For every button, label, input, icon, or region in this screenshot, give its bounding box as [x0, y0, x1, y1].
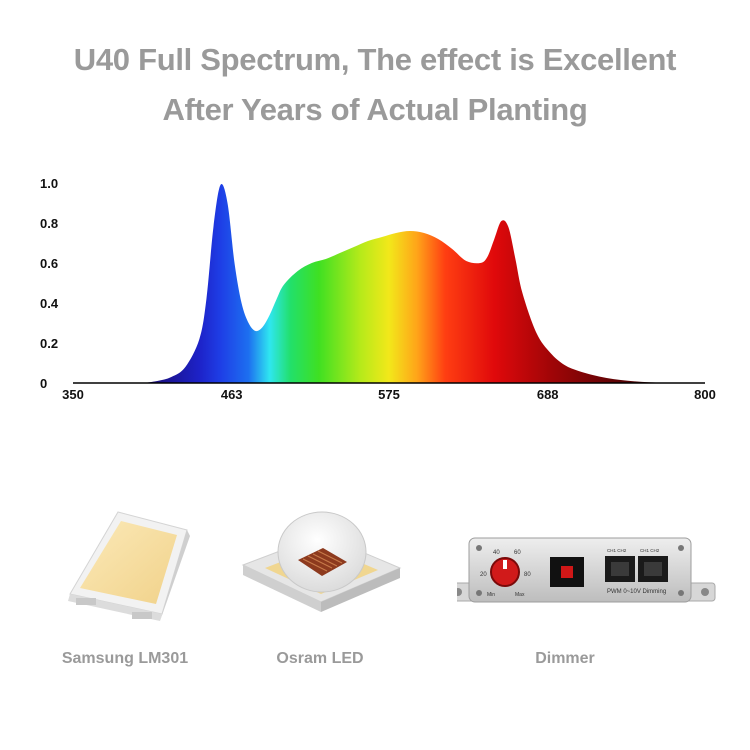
- x-tick-label: 800: [694, 387, 716, 402]
- dial-max-label: Max: [515, 592, 525, 598]
- dial-number-80: 80: [524, 572, 531, 578]
- port-label-2: CH1 CH2: [640, 548, 660, 553]
- x-tick-label: 575: [378, 387, 400, 402]
- dial-number-20: 20: [480, 572, 487, 578]
- y-tick-label: 0.6: [40, 256, 58, 271]
- x-tick-label: 688: [537, 387, 559, 402]
- port-caption: PWM 0~10V Dimming: [607, 589, 666, 595]
- y-tick-label: 0.4: [40, 296, 59, 311]
- y-tick-label: 0.8: [40, 216, 58, 231]
- spectrum-chart: 350 463 575 688 800 0 0.2 0.4 0.6 0.8 1.0: [40, 176, 716, 402]
- product-label-osram: Osram LED: [276, 650, 364, 667]
- headline-line-1: U40 Full Spectrum, The effect is Excelle…: [73, 42, 677, 77]
- led-chip-icon: [68, 511, 190, 621]
- headline-line-2: After Years of Actual Planting: [162, 92, 588, 127]
- y-tick-label: 1.0: [40, 176, 58, 191]
- product-label-samsung: Samsung LM301: [61, 650, 189, 667]
- product-samsung: Samsung LM301: [0, 490, 250, 675]
- dimmer-icon: 20 40 60 80 Min Max CH1 CH2 CH1 CH2 PWM …: [457, 537, 716, 603]
- x-tick-label: 463: [221, 387, 243, 402]
- port-label-1: CH1 CH2: [607, 548, 627, 553]
- product-osram: Osram LED: [195, 490, 445, 675]
- y-tick-label: 0.2: [40, 336, 58, 351]
- dial-number-60: 60: [514, 550, 521, 556]
- spectrum-area: [143, 184, 677, 383]
- y-tick-label: 0: [40, 376, 47, 391]
- product-label-dimmer: Dimmer: [535, 650, 595, 667]
- x-tick-label: 350: [62, 387, 84, 402]
- dial-number-40: 40: [493, 550, 500, 556]
- dial-min-label: Min: [487, 592, 495, 598]
- product-dimmer: 20 40 60 80 Min Max CH1 CH2 CH1 CH2 PWM …: [457, 490, 716, 675]
- osram-led-icon: [241, 511, 402, 612]
